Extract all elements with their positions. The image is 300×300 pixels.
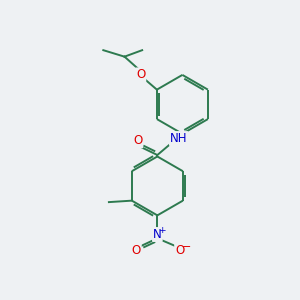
- Text: N: N: [153, 228, 162, 241]
- Text: NH: NH: [170, 132, 188, 145]
- Text: +: +: [158, 226, 165, 235]
- Text: O: O: [175, 244, 184, 257]
- Text: O: O: [131, 244, 141, 257]
- Text: −: −: [182, 242, 191, 252]
- Text: O: O: [133, 134, 142, 147]
- Text: O: O: [136, 68, 145, 81]
